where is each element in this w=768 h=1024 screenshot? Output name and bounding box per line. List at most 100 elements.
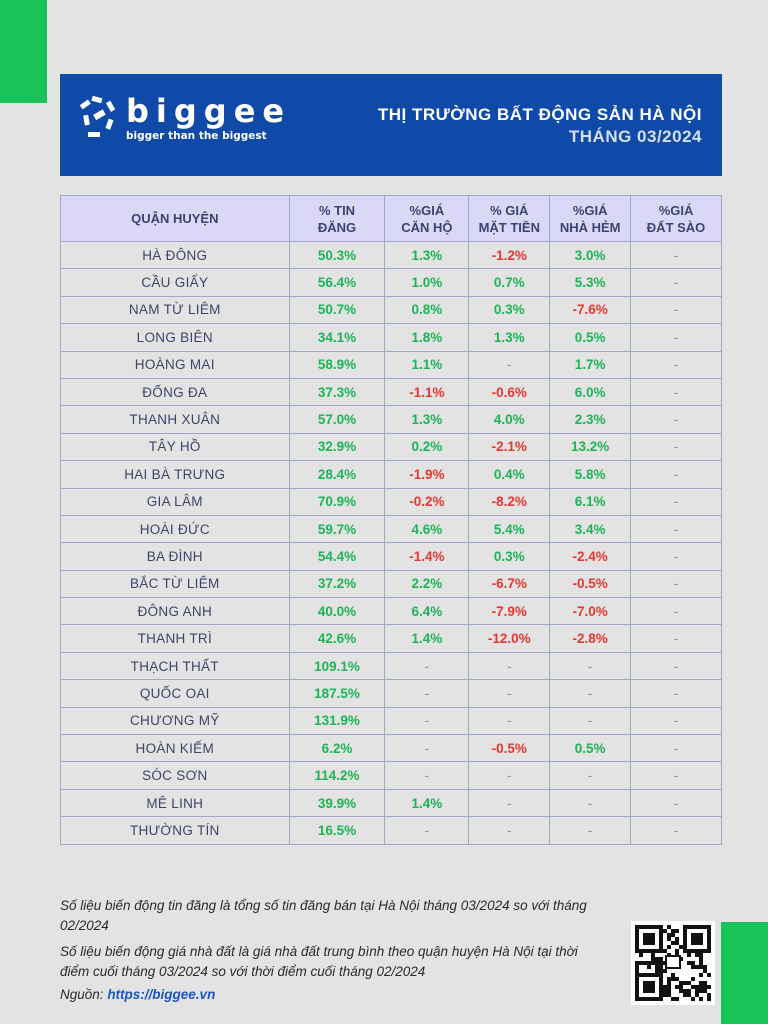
value-cell: 1.7% bbox=[549, 350, 632, 379]
value-cell: 16.5% bbox=[288, 816, 386, 845]
value-cell: 1.4% bbox=[384, 624, 470, 653]
value-cell: - bbox=[630, 761, 722, 790]
value-cell: 37.3% bbox=[288, 377, 386, 407]
header-frontage-price: % GIÁ MẶT TIỀN bbox=[468, 195, 551, 242]
value-cell: - bbox=[630, 323, 722, 352]
district-name-cell: THƯỜNG TÍN bbox=[60, 816, 290, 845]
header-banner: biggee bigger than the biggest THỊ TRƯỜN… bbox=[60, 74, 722, 176]
value-cell: - bbox=[630, 597, 722, 626]
table-row: BA ĐÌNH 54.4% -1.4% 0.3% -2.4% - bbox=[60, 542, 722, 571]
value-cell: - bbox=[549, 706, 632, 736]
value-cell: 1.3% bbox=[468, 323, 551, 352]
value-cell: 6.4% bbox=[384, 597, 470, 626]
value-cell: - bbox=[549, 788, 632, 818]
value-cell: - bbox=[630, 734, 722, 763]
header-listings: % TIN ĐĂNG bbox=[288, 195, 386, 242]
value-cell: - bbox=[630, 432, 722, 462]
value-cell: - bbox=[384, 734, 470, 763]
value-cell: - bbox=[384, 651, 470, 681]
value-cell: - bbox=[630, 350, 722, 379]
value-cell: -2.8% bbox=[549, 624, 632, 653]
value-cell: 187.5% bbox=[288, 679, 386, 708]
header-text-line: %GIÁ bbox=[572, 202, 608, 218]
district-name-cell: TÂY HỒ bbox=[60, 432, 290, 462]
value-cell: -7.0% bbox=[549, 597, 632, 626]
district-name-cell: HAI BÀ TRƯNG bbox=[60, 460, 290, 489]
brand-name: biggee bbox=[126, 92, 292, 130]
value-cell: - bbox=[468, 816, 551, 845]
district-name-cell: HOÀN KIẾM bbox=[60, 734, 290, 763]
value-cell: -8.2% bbox=[468, 487, 551, 516]
table-row: NAM TỪ LIÊM 50.7% 0.8% 0.3% -7.6% - bbox=[60, 295, 722, 325]
brand-logo: biggee bigger than the biggest bbox=[78, 92, 318, 156]
value-cell: 59.7% bbox=[288, 514, 386, 544]
value-cell: 6.0% bbox=[549, 377, 632, 407]
value-cell: - bbox=[468, 679, 551, 708]
table-row: SÓC SƠN 114.2% - - - - bbox=[60, 761, 722, 790]
table-row: HÀ ĐÔNG 50.3% 1.3% -1.2% 3.0% - bbox=[60, 240, 722, 270]
value-cell: -1.2% bbox=[468, 240, 551, 270]
district-name-cell: HOÀNG MAI bbox=[60, 350, 290, 379]
district-name-cell: HÀ ĐÔNG bbox=[60, 240, 290, 270]
footnote-prices: Số liệu biến động giá nhà đất là giá nhà… bbox=[60, 944, 578, 979]
banner-title-block: THỊ TRƯỜNG BẤT ĐỘNG SẢN HÀ NỘI THÁNG 03/… bbox=[378, 104, 702, 148]
value-cell: - bbox=[630, 816, 722, 845]
value-cell: 5.4% bbox=[468, 514, 551, 544]
district-name-cell: BA ĐÌNH bbox=[60, 542, 290, 571]
value-cell: -6.7% bbox=[468, 569, 551, 599]
value-cell: - bbox=[468, 761, 551, 790]
value-cell: - bbox=[630, 651, 722, 681]
value-cell: - bbox=[630, 624, 722, 653]
value-cell: - bbox=[630, 706, 722, 736]
value-cell: 3.4% bbox=[549, 514, 632, 544]
value-cell: 40.0% bbox=[288, 597, 386, 626]
value-cell: 57.0% bbox=[288, 405, 386, 434]
value-cell: 4.6% bbox=[384, 514, 470, 544]
value-cell: -2.4% bbox=[549, 542, 632, 571]
value-cell: -12.0% bbox=[468, 624, 551, 653]
source-link[interactable]: https://biggee.vn bbox=[107, 987, 216, 1002]
value-cell: 32.9% bbox=[288, 432, 386, 462]
value-cell: -7.9% bbox=[468, 597, 551, 626]
source-line: Nguồn: https://biggee.vn bbox=[60, 987, 215, 1002]
value-cell: 50.7% bbox=[288, 295, 386, 325]
table-row: HAI BÀ TRƯNG 28.4% -1.9% 0.4% 5.8% - bbox=[60, 460, 722, 489]
value-cell: 2.2% bbox=[384, 569, 470, 599]
value-cell: - bbox=[468, 350, 551, 379]
value-cell: 1.3% bbox=[384, 240, 470, 270]
value-cell: 4.0% bbox=[468, 405, 551, 434]
district-name-cell: LONG BIÊN bbox=[60, 323, 290, 352]
value-cell: 131.9% bbox=[288, 706, 386, 736]
header-text-line: ĐĂNG bbox=[317, 219, 357, 235]
header-text-line: %GIÁ bbox=[409, 202, 445, 218]
table-row: THƯỜNG TÍN 16.5% - - - - bbox=[60, 816, 722, 845]
value-cell: -0.5% bbox=[468, 734, 551, 763]
value-cell: - bbox=[630, 679, 722, 708]
district-name-cell: GIA LÂM bbox=[60, 487, 290, 516]
banner-subtitle: THÁNG 03/2024 bbox=[568, 127, 702, 146]
table-row: HOÀNG MAI 58.9% 1.1% -1.7% - bbox=[60, 350, 722, 379]
table-row: CẦU GIẤY 56.4% 1.0% 0.7% 5.3% - bbox=[60, 268, 722, 297]
table-row: CHƯƠNG MỸ 131.9% - - - - bbox=[60, 706, 722, 736]
district-name-cell: THANH TRÌ bbox=[60, 624, 290, 653]
header-text-line: ĐẤT SÀO bbox=[646, 219, 706, 235]
value-cell: - bbox=[384, 761, 470, 790]
header-text-line: MẶT TIỀN bbox=[478, 219, 540, 235]
table-row: LONG BIÊN 34.1% 1.8% 1.3% 0.5% - bbox=[60, 323, 722, 352]
header-text-line: %GIÁ bbox=[658, 202, 694, 218]
value-cell: -1.4% bbox=[384, 542, 470, 571]
biggee-logo-icon bbox=[79, 96, 116, 137]
value-cell: 0.3% bbox=[468, 542, 551, 571]
value-cell: 6.2% bbox=[288, 734, 386, 763]
value-cell: - bbox=[630, 487, 722, 516]
value-cell: -0.2% bbox=[384, 487, 470, 516]
value-cell: - bbox=[549, 651, 632, 681]
value-cell: - bbox=[630, 460, 722, 489]
value-cell: - bbox=[384, 816, 470, 845]
value-cell: - bbox=[630, 240, 722, 270]
value-cell: 0.3% bbox=[468, 295, 551, 325]
brand-tagline: bigger than the biggest bbox=[126, 130, 267, 142]
footnote-listings: Số liệu biến động tin đăng là tổng số ti… bbox=[60, 898, 587, 933]
qr-code bbox=[631, 921, 715, 1005]
table-row: HOÀI ĐỨC 59.7% 4.6% 5.4% 3.4% - bbox=[60, 514, 722, 544]
